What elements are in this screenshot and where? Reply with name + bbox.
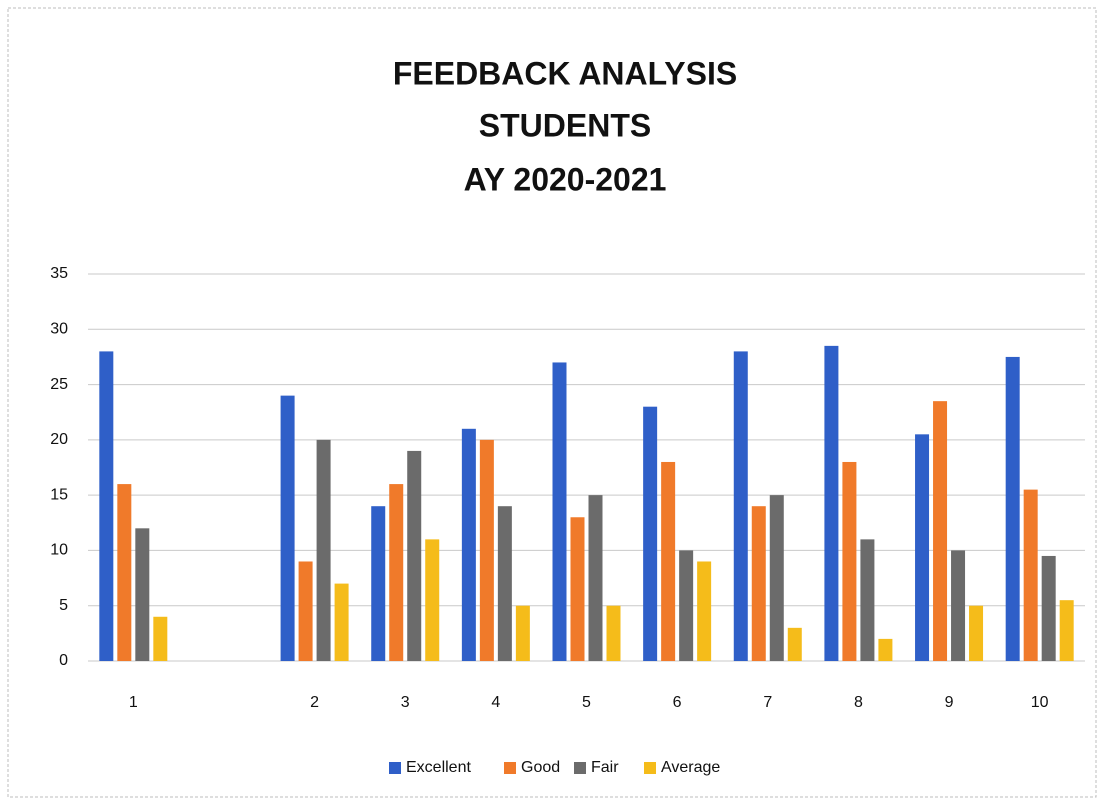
bar: [99, 351, 114, 661]
y-tick-label: 25: [50, 376, 68, 393]
bar: [334, 583, 349, 661]
bar: [552, 362, 567, 661]
x-tick-label: 5: [582, 694, 591, 711]
bar: [479, 439, 494, 661]
bar: [661, 461, 676, 661]
x-tick-label: 9: [945, 694, 954, 711]
bar: [298, 561, 313, 661]
bar: [824, 345, 839, 661]
bar: [697, 561, 712, 661]
bar: [1041, 555, 1056, 661]
bar: [969, 605, 984, 661]
y-tick-label: 30: [50, 321, 68, 338]
bar: [860, 539, 875, 661]
bar: [153, 616, 168, 661]
bar: [751, 506, 766, 661]
bar: [389, 484, 404, 661]
bar: [787, 627, 802, 661]
bar: [878, 638, 893, 661]
x-tick-label: 10: [1031, 694, 1049, 711]
bar: [570, 517, 585, 661]
y-tick-label: 5: [59, 597, 68, 614]
chart-title: FEEDBACK ANALYSIS: [393, 55, 737, 91]
bar: [407, 450, 422, 661]
bar: [679, 550, 694, 661]
y-tick-label: 20: [50, 431, 68, 448]
bar: [1023, 489, 1038, 661]
bar: [135, 528, 150, 661]
bar: [915, 434, 930, 661]
bar: [1059, 600, 1074, 661]
bar: [769, 495, 784, 661]
y-tick-label: 35: [50, 265, 68, 282]
legend-swatch: [644, 762, 656, 774]
x-tick-label: 7: [763, 694, 772, 711]
bar: [643, 406, 658, 661]
legend-swatch: [389, 762, 401, 774]
y-tick-label: 15: [50, 486, 68, 503]
bar: [425, 539, 440, 661]
legend-label: Fair: [591, 759, 619, 776]
x-tick-label: 2: [310, 694, 319, 711]
bar: [733, 351, 748, 661]
bar: [497, 506, 512, 661]
legend-label: Average: [661, 759, 720, 776]
bar: [951, 550, 966, 661]
bar: [842, 461, 857, 661]
x-tick-label: 8: [854, 694, 863, 711]
bar: [1005, 356, 1020, 661]
bar: [316, 439, 331, 661]
legend-swatch: [574, 762, 586, 774]
bar: [371, 506, 386, 661]
bar: [588, 495, 603, 661]
legend-label: Excellent: [406, 759, 471, 776]
x-tick-label: 3: [401, 694, 410, 711]
bar: [933, 401, 948, 661]
legend-swatch: [504, 762, 516, 774]
bar: [515, 605, 530, 661]
x-tick-label: 4: [491, 694, 500, 711]
bar: [606, 605, 621, 661]
x-tick-label: 6: [673, 694, 682, 711]
bar: [461, 428, 476, 661]
chart-title: STUDENTS: [479, 107, 651, 143]
y-tick-label: 0: [59, 652, 68, 669]
bar: [280, 395, 295, 661]
bar: [117, 484, 132, 661]
chart-title: AY 2020-2021: [464, 161, 667, 197]
x-tick-label: 1: [129, 694, 138, 711]
legend-label: Good: [521, 759, 560, 776]
y-tick-label: 10: [50, 542, 68, 559]
chart-frame: [7, 7, 1097, 798]
